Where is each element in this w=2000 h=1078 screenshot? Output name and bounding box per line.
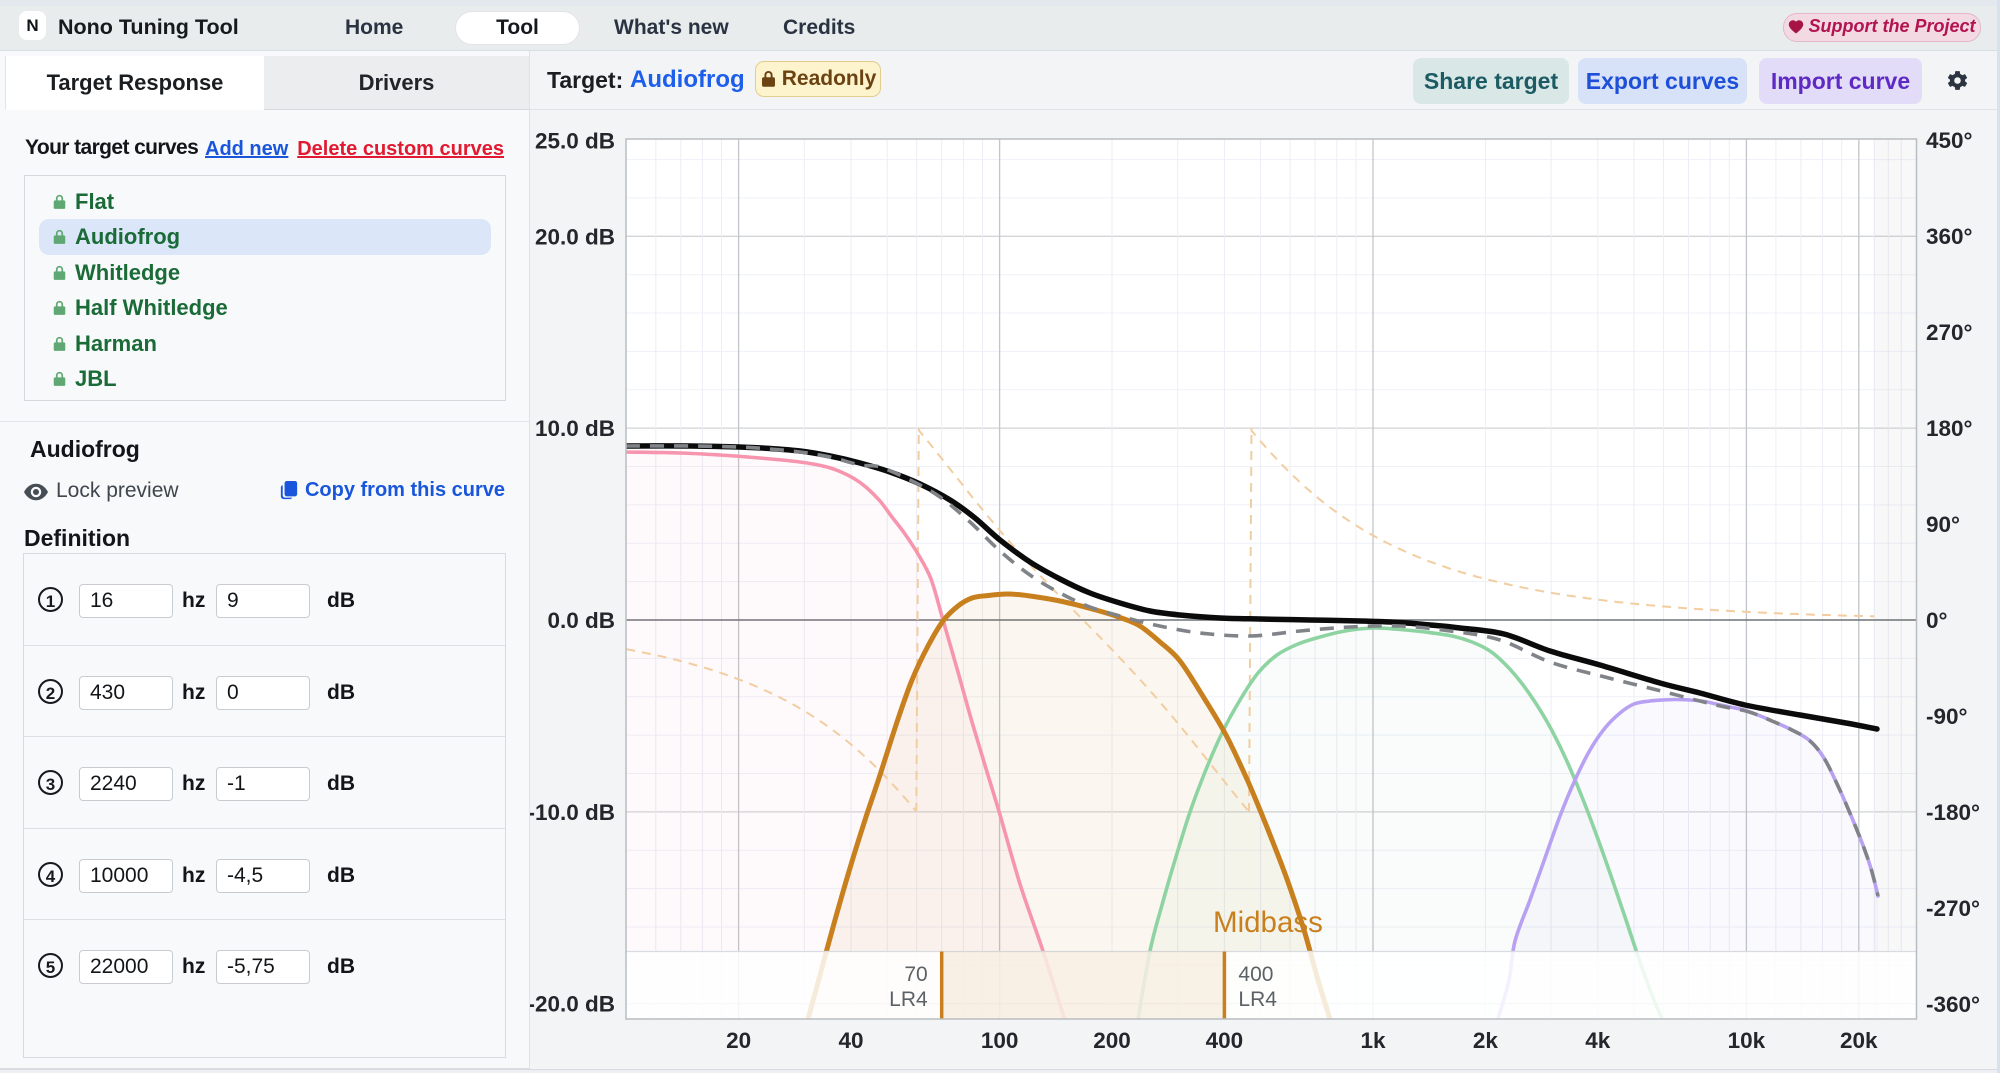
svg-text:20.0 dB: 20.0 dB xyxy=(535,224,615,249)
svg-text:270°: 270° xyxy=(1926,320,1973,345)
svg-text:4k: 4k xyxy=(1585,1028,1611,1053)
svg-text:200: 200 xyxy=(1093,1028,1131,1053)
svg-text:20k: 20k xyxy=(1840,1028,1878,1053)
svg-text:10.0 dB: 10.0 dB xyxy=(535,416,615,441)
svg-text:20: 20 xyxy=(726,1028,751,1053)
svg-text:LR4: LR4 xyxy=(889,988,928,1011)
svg-text:2k: 2k xyxy=(1473,1028,1499,1053)
svg-text:90°: 90° xyxy=(1926,512,1960,537)
svg-text:-10.0 dB: -10.0 dB xyxy=(530,800,615,825)
svg-text:LR4: LR4 xyxy=(1238,988,1277,1011)
svg-text:10k: 10k xyxy=(1728,1028,1766,1053)
svg-text:360°: 360° xyxy=(1926,224,1973,249)
svg-text:40: 40 xyxy=(838,1028,863,1053)
svg-text:25.0 dB: 25.0 dB xyxy=(535,128,615,153)
svg-text:-360°: -360° xyxy=(1926,992,1980,1017)
svg-text:-180°: -180° xyxy=(1926,800,1980,825)
svg-text:-90°: -90° xyxy=(1926,704,1968,729)
svg-text:-20.0 dB: -20.0 dB xyxy=(530,992,615,1017)
svg-text:70: 70 xyxy=(904,963,927,986)
svg-text:-270°: -270° xyxy=(1926,896,1980,921)
svg-text:450°: 450° xyxy=(1926,128,1973,153)
svg-text:100: 100 xyxy=(981,1028,1019,1053)
svg-text:0.0 dB: 0.0 dB xyxy=(547,608,615,633)
svg-text:1k: 1k xyxy=(1360,1028,1386,1053)
svg-text:400: 400 xyxy=(1206,1028,1244,1053)
svg-text:Midbass: Midbass xyxy=(1213,906,1323,939)
svg-text:400: 400 xyxy=(1238,963,1273,986)
svg-text:0°: 0° xyxy=(1926,608,1948,633)
svg-text:180°: 180° xyxy=(1926,416,1973,441)
